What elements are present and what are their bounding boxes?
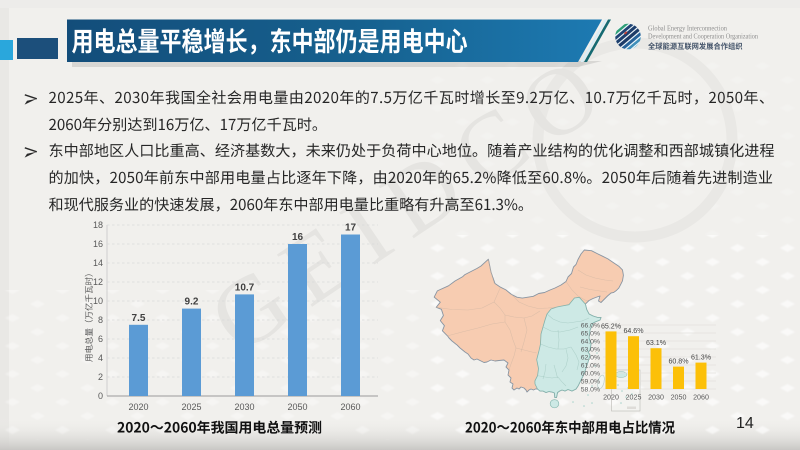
svg-text:Global Energy Interconnection: Global Energy Interconnection bbox=[648, 25, 727, 33]
svg-text:16: 16 bbox=[292, 232, 304, 243]
svg-text:8: 8 bbox=[98, 315, 103, 325]
svg-text:16: 16 bbox=[93, 239, 103, 249]
svg-text:2050: 2050 bbox=[287, 402, 307, 412]
svg-text:0: 0 bbox=[98, 391, 103, 401]
svg-text:63.0%: 63.0% bbox=[581, 347, 600, 354]
svg-text:6: 6 bbox=[98, 334, 103, 344]
svg-text:Development and Cooperation Or: Development and Cooperation Organization bbox=[648, 32, 758, 40]
svg-text:2020: 2020 bbox=[603, 394, 619, 402]
svg-text:18: 18 bbox=[93, 220, 103, 230]
svg-text:65.2%: 65.2% bbox=[601, 322, 622, 330]
svg-text:17: 17 bbox=[345, 223, 357, 234]
svg-text:4: 4 bbox=[98, 353, 103, 363]
svg-text:58.0%: 58.0% bbox=[581, 387, 600, 394]
svg-text:2020: 2020 bbox=[128, 402, 148, 412]
svg-text:64.6%: 64.6% bbox=[623, 327, 644, 335]
svg-text:9.2: 9.2 bbox=[185, 297, 199, 308]
svg-text:2060: 2060 bbox=[693, 394, 709, 402]
svg-text:2025: 2025 bbox=[181, 402, 201, 412]
svg-text:10.7: 10.7 bbox=[235, 282, 255, 293]
svg-text:63.1%: 63.1% bbox=[646, 339, 667, 347]
svg-text:2025: 2025 bbox=[626, 394, 642, 402]
svg-text:7.5: 7.5 bbox=[132, 313, 146, 324]
svg-text:2: 2 bbox=[98, 372, 103, 382]
svg-text:2030: 2030 bbox=[234, 402, 254, 412]
svg-text:62.0%: 62.0% bbox=[581, 355, 600, 362]
svg-text:59.0%: 59.0% bbox=[581, 379, 600, 386]
svg-text:66.0%: 66.0% bbox=[581, 323, 600, 330]
svg-text:64.0%: 64.0% bbox=[581, 339, 600, 346]
svg-text:65.0%: 65.0% bbox=[581, 331, 600, 338]
svg-text:61.0%: 61.0% bbox=[581, 363, 600, 370]
svg-text:14: 14 bbox=[93, 258, 103, 268]
svg-text:60.8%: 60.8% bbox=[668, 358, 689, 366]
svg-text:2030: 2030 bbox=[648, 394, 664, 402]
svg-text:10: 10 bbox=[93, 296, 103, 306]
svg-text:12: 12 bbox=[93, 277, 103, 287]
svg-text:2060: 2060 bbox=[340, 402, 360, 412]
svg-text:60.0%: 60.0% bbox=[581, 371, 600, 378]
svg-text:2050: 2050 bbox=[671, 394, 687, 402]
svg-text:14: 14 bbox=[736, 415, 754, 432]
svg-text:61.3%: 61.3% bbox=[691, 354, 712, 362]
